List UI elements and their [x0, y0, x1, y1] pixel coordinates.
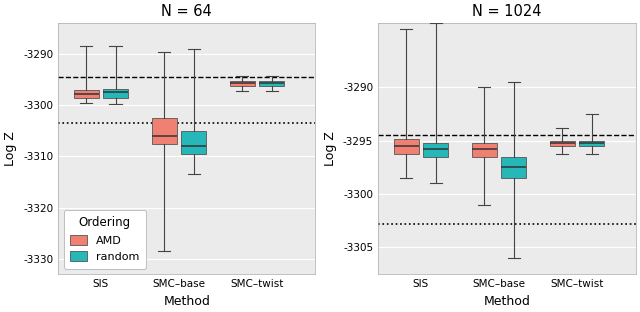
Title: N = 64: N = 64 [161, 4, 212, 19]
Y-axis label: Log Z: Log Z [4, 131, 17, 166]
PathPatch shape [423, 143, 448, 157]
Legend: AMD, random: AMD, random [63, 210, 146, 269]
PathPatch shape [472, 143, 497, 157]
PathPatch shape [181, 131, 206, 154]
PathPatch shape [501, 157, 526, 178]
X-axis label: Method: Method [483, 295, 530, 308]
X-axis label: Method: Method [163, 295, 210, 308]
PathPatch shape [74, 90, 99, 98]
PathPatch shape [394, 139, 419, 154]
PathPatch shape [259, 81, 284, 86]
PathPatch shape [550, 141, 575, 146]
PathPatch shape [152, 118, 177, 144]
PathPatch shape [579, 141, 604, 146]
PathPatch shape [103, 89, 128, 98]
Y-axis label: Log Z: Log Z [324, 131, 337, 166]
Title: N = 1024: N = 1024 [472, 4, 541, 19]
PathPatch shape [230, 81, 255, 86]
